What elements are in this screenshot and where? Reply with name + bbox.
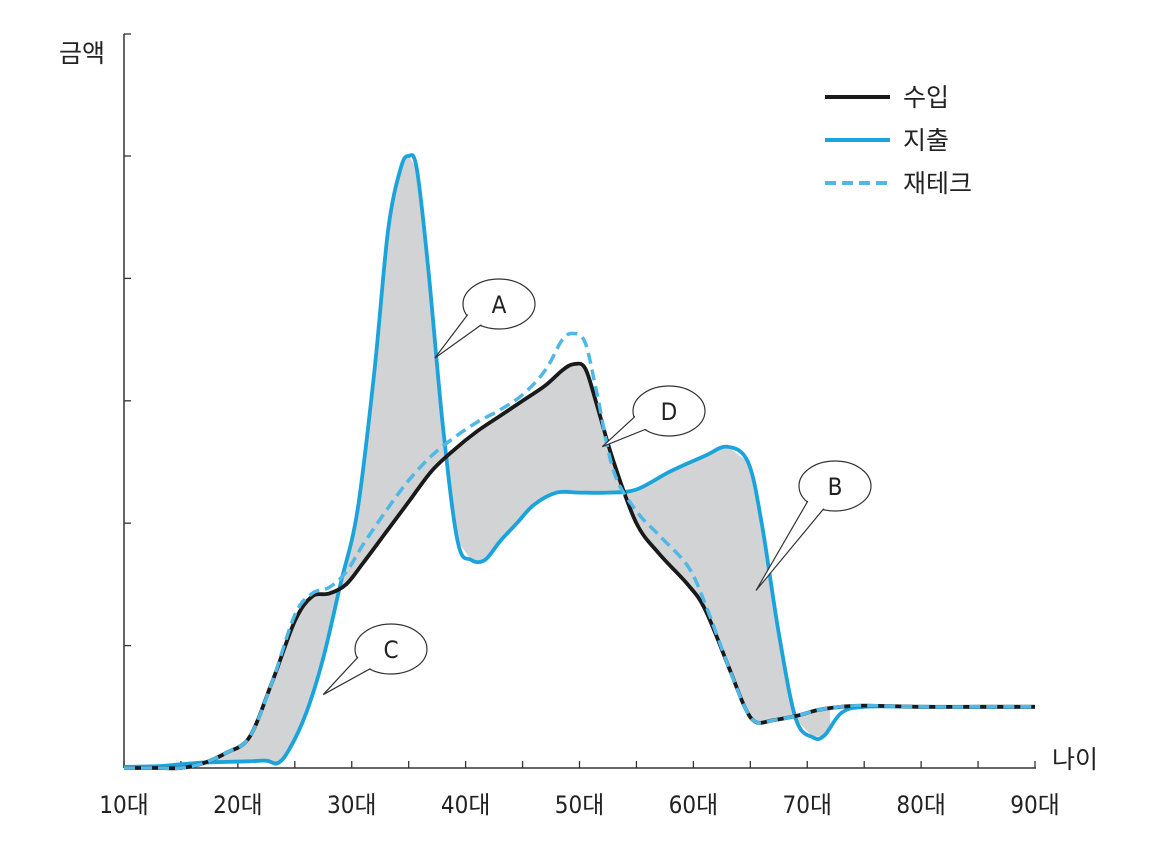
x-tick-label: 30대 xyxy=(327,791,377,819)
income-expense-gap-fill xyxy=(203,156,830,764)
callout-bubble-cover xyxy=(634,387,704,435)
x-tick-label: 20대 xyxy=(213,791,263,819)
x-ticks: 10대 20대 30대 40대 50대 60대 70대 80대 90대 xyxy=(99,761,1060,819)
legend-item-1: 지출 xyxy=(825,126,949,155)
x-tick-label: 90대 xyxy=(1010,791,1060,819)
callout-label: D xyxy=(661,398,678,426)
callout-A: A xyxy=(434,278,536,359)
axes: 10대 20대 30대 40대 50대 60대 70대 80대 90대 금액 나이 xyxy=(59,33,1098,819)
x-tick-label: 10대 xyxy=(99,791,149,819)
series-lines xyxy=(123,153,1035,771)
callout-label: C xyxy=(383,636,398,664)
x-tick-label: 60대 xyxy=(669,791,719,819)
callout-bubble-cover xyxy=(800,462,870,510)
legend-label: 수입 xyxy=(903,83,949,112)
legend-label: 지출 xyxy=(903,126,949,155)
callout-C: C xyxy=(322,623,428,696)
callout-B: B xyxy=(755,460,872,591)
y-ticks xyxy=(124,33,131,647)
x-tick-label: 50대 xyxy=(555,791,605,819)
callout-label: B xyxy=(828,473,843,501)
series-line-1 xyxy=(123,153,1035,769)
legend-item-2: 재테크 xyxy=(825,169,972,198)
callouts: A B C D xyxy=(322,278,872,696)
gap-fill-layer xyxy=(203,156,830,764)
y-axis-label: 금액 xyxy=(59,39,105,68)
callout-label: A xyxy=(492,291,507,319)
x-axis-label: 나이 xyxy=(1052,745,1098,774)
x-tick-label: 70대 xyxy=(782,791,832,819)
x-tick-label: 40대 xyxy=(441,791,491,819)
legend-label: 재테크 xyxy=(903,169,972,198)
legend-item-0: 수입 xyxy=(825,83,949,112)
callout-bubble-cover xyxy=(464,280,534,328)
callout-bubble-cover xyxy=(356,625,426,673)
callout-D: D xyxy=(601,385,706,448)
x-tick-label: 80대 xyxy=(896,791,946,819)
